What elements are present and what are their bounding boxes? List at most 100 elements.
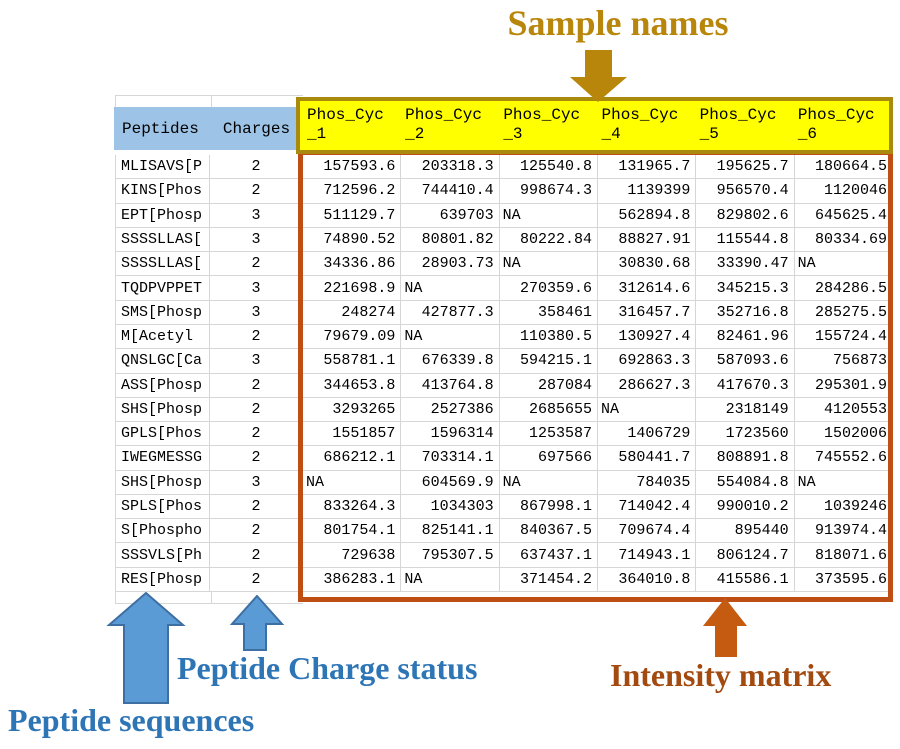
intensity-cell[interactable]: 248274 xyxy=(303,300,402,325)
intensity-cell[interactable]: 554084.8 xyxy=(696,470,795,495)
intensity-cell[interactable]: 818071.6 xyxy=(794,543,893,568)
charge-cell[interactable]: 2 xyxy=(210,494,303,520)
charge-cell[interactable]: 2 xyxy=(210,397,303,423)
intensity-cell[interactable]: 115544.8 xyxy=(696,227,795,253)
sample-header-cell[interactable]: Phos_Cyc _1 xyxy=(307,106,384,143)
intensity-cell[interactable]: 1551857 xyxy=(303,422,402,447)
intensity-cell[interactable]: 1139399 xyxy=(598,179,697,204)
intensity-cell[interactable]: 833264.3 xyxy=(303,494,402,520)
intensity-cell[interactable]: NA xyxy=(499,470,598,495)
intensity-cell[interactable]: NA xyxy=(401,567,500,592)
intensity-cell[interactable]: 221698.9 xyxy=(303,276,402,301)
charges-column-header[interactable]: Charges xyxy=(222,119,291,138)
charge-cell[interactable]: 3 xyxy=(210,276,303,301)
intensity-cell[interactable]: 998674.3 xyxy=(499,179,598,204)
peptides-column-header[interactable]: Peptides xyxy=(122,119,199,138)
peptide-cell[interactable]: MLISAVS[P xyxy=(115,155,210,180)
intensity-cell[interactable]: 895440 xyxy=(696,519,795,544)
sample-header-cell[interactable]: Phos_Cyc _3 xyxy=(503,106,581,143)
intensity-cell[interactable]: 358461 xyxy=(499,300,598,325)
charge-cell[interactable]: 3 xyxy=(210,300,303,325)
charge-cell[interactable]: 2 xyxy=(210,422,303,447)
charge-cell[interactable]: 2 xyxy=(210,179,303,204)
intensity-cell[interactable]: 712596.2 xyxy=(303,179,402,204)
peptide-cell[interactable]: SPLS[Phos xyxy=(115,494,210,520)
intensity-cell[interactable]: 1502006 xyxy=(794,422,893,447)
intensity-cell[interactable]: 286627.3 xyxy=(598,373,697,398)
intensity-cell[interactable]: 829802.6 xyxy=(696,203,795,228)
intensity-cell[interactable]: NA xyxy=(401,324,500,350)
intensity-cell[interactable]: 1039246 xyxy=(794,494,893,520)
intensity-cell[interactable]: 287084 xyxy=(499,373,598,398)
intensity-cell[interactable]: 386283.1 xyxy=(303,567,402,592)
intensity-cell[interactable]: 867998.1 xyxy=(499,494,598,520)
intensity-cell[interactable]: 80222.84 xyxy=(499,227,598,253)
intensity-cell[interactable]: 352716.8 xyxy=(696,300,795,325)
intensity-cell[interactable]: 110380.5 xyxy=(499,324,598,350)
charge-cell[interactable]: 2 xyxy=(210,519,303,544)
intensity-cell[interactable]: 195625.7 xyxy=(696,155,795,180)
intensity-cell[interactable]: NA xyxy=(794,470,893,495)
intensity-cell[interactable]: 417670.3 xyxy=(696,373,795,398)
intensity-cell[interactable]: 990010.2 xyxy=(696,494,795,520)
peptide-cell[interactable]: ASS[Phosp xyxy=(115,373,210,398)
intensity-cell[interactable]: 364010.8 xyxy=(598,567,697,592)
intensity-cell[interactable]: 74890.52 xyxy=(303,227,402,253)
intensity-cell[interactable]: 2685655 xyxy=(499,397,598,423)
peptide-cell[interactable]: TQDPVPPET xyxy=(115,276,210,301)
charge-cell[interactable]: 2 xyxy=(210,373,303,398)
intensity-cell[interactable]: 2527386 xyxy=(401,397,500,423)
intensity-cell[interactable]: NA xyxy=(499,252,598,277)
intensity-cell[interactable]: 808891.8 xyxy=(696,446,795,471)
intensity-cell[interactable]: 82461.96 xyxy=(696,324,795,350)
sample-header-cell[interactable]: Phos_Cyc _5 xyxy=(699,106,777,143)
charge-cell[interactable]: 2 xyxy=(210,252,303,277)
intensity-cell[interactable]: 1723560 xyxy=(696,422,795,447)
intensity-cell[interactable]: 180664.5 xyxy=(794,155,893,180)
intensity-cell[interactable]: 709674.4 xyxy=(598,519,697,544)
intensity-cell[interactable]: 756873 xyxy=(794,349,893,374)
intensity-cell[interactable]: 594215.1 xyxy=(499,349,598,374)
intensity-cell[interactable]: 284286.5 xyxy=(794,276,893,301)
intensity-cell[interactable]: 703314.1 xyxy=(401,446,500,471)
intensity-cell[interactable]: 686212.1 xyxy=(303,446,402,471)
intensity-cell[interactable]: 604569.9 xyxy=(401,470,500,495)
intensity-cell[interactable]: 203318.3 xyxy=(401,155,500,180)
intensity-cell[interactable]: 801754.1 xyxy=(303,519,402,544)
intensity-cell[interactable]: 427877.3 xyxy=(401,300,500,325)
peptide-cell[interactable]: SSSVLS[Ph xyxy=(115,543,210,568)
intensity-cell[interactable]: 744410.4 xyxy=(401,179,500,204)
intensity-cell[interactable]: 80801.82 xyxy=(401,227,500,253)
intensity-cell[interactable]: NA xyxy=(598,397,697,423)
intensity-cell[interactable]: 3293265 xyxy=(303,397,402,423)
intensity-cell[interactable]: 270359.6 xyxy=(499,276,598,301)
peptide-cell[interactable]: EPT[Phosp xyxy=(115,203,210,228)
peptide-cell[interactable]: SMS[Phosp xyxy=(115,300,210,325)
charge-cell[interactable]: 3 xyxy=(210,470,303,495)
intensity-cell[interactable]: 345215.3 xyxy=(696,276,795,301)
intensity-cell[interactable]: NA xyxy=(499,203,598,228)
intensity-cell[interactable]: 639703 xyxy=(401,203,500,228)
intensity-cell[interactable]: 34336.86 xyxy=(303,252,402,277)
sample-header-cell[interactable]: Phos_Cyc _4 xyxy=(601,106,679,143)
intensity-cell[interactable]: 1253587 xyxy=(499,422,598,447)
peptide-cell[interactable]: SHS[Phosp xyxy=(115,470,210,495)
intensity-cell[interactable]: 1120046 xyxy=(794,179,893,204)
charge-cell[interactable]: 3 xyxy=(210,203,303,228)
intensity-cell[interactable]: 840367.5 xyxy=(499,519,598,544)
charge-cell[interactable]: 3 xyxy=(210,227,303,253)
charge-cell[interactable]: 2 xyxy=(210,543,303,568)
intensity-cell[interactable]: 155724.4 xyxy=(794,324,893,350)
intensity-cell[interactable]: 79679.09 xyxy=(303,324,402,350)
intensity-cell[interactable]: 33390.47 xyxy=(696,252,795,277)
intensity-cell[interactable]: 295301.9 xyxy=(794,373,893,398)
intensity-cell[interactable]: 676339.8 xyxy=(401,349,500,374)
intensity-cell[interactable]: 28903.73 xyxy=(401,252,500,277)
intensity-cell[interactable]: 645625.4 xyxy=(794,203,893,228)
intensity-cell[interactable]: 131965.7 xyxy=(598,155,697,180)
intensity-cell[interactable]: 371454.2 xyxy=(499,567,598,592)
intensity-cell[interactable]: 558781.1 xyxy=(303,349,402,374)
intensity-cell[interactable]: 562894.8 xyxy=(598,203,697,228)
peptide-cell[interactable]: KINS[Phos xyxy=(115,179,210,204)
charge-cell[interactable]: 2 xyxy=(210,155,303,180)
